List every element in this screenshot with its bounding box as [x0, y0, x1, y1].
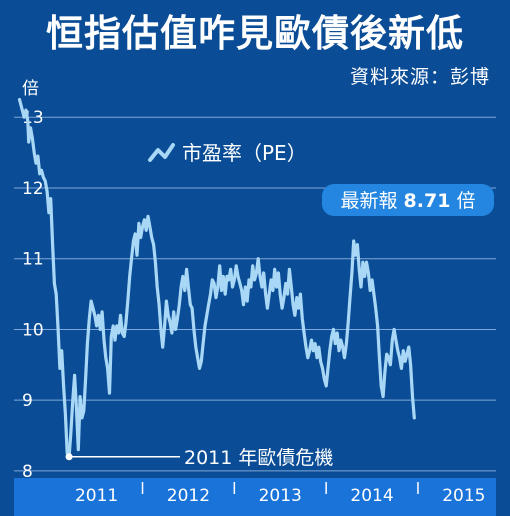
crisis-label: 2011 年歐債危機	[184, 447, 333, 469]
legend: 市盈率（PE）	[148, 141, 307, 165]
x-axis-ticks: 2011 2012 2013 2014 2015	[75, 482, 485, 506]
badge-background	[322, 184, 494, 216]
crisis-marker	[65, 453, 73, 461]
badge-value: 8.71	[404, 190, 451, 212]
y-axis-label: 倍	[22, 79, 39, 99]
series-line-pe	[17, 97, 416, 459]
y-tick-label: 9	[22, 391, 33, 411]
x-tick-label: 2012	[167, 486, 210, 506]
legend-label: 市盈率（PE）	[182, 141, 307, 165]
gridlines	[14, 116, 496, 472]
chart-source: 資料來源：彭博	[350, 66, 490, 88]
x-tick-label: 2013	[259, 486, 302, 506]
badge-unit: 倍	[456, 190, 475, 212]
x-tick-label: 2015	[442, 486, 485, 506]
x-axis-band	[14, 478, 496, 516]
x-tick-label: 2014	[350, 486, 393, 506]
badge-text: 最新報 8.71 倍	[340, 190, 475, 212]
badge-prefix: 最新報	[340, 190, 397, 212]
legend-line-icon	[148, 143, 175, 162]
y-tick-label: 8	[22, 462, 33, 482]
crisis-annotation: 2011 年歐債危機	[65, 447, 333, 469]
series-layer	[17, 97, 416, 459]
x-tick-label: 2011	[75, 486, 118, 506]
latest-value-badge: 最新報 8.71 倍	[322, 184, 494, 216]
y-tick-label: 10	[22, 320, 44, 340]
y-tick-label: 12	[22, 179, 44, 199]
chart-title: 恒指估值咋見歐債後新低	[46, 11, 464, 55]
y-tick-label: 11	[22, 250, 44, 270]
